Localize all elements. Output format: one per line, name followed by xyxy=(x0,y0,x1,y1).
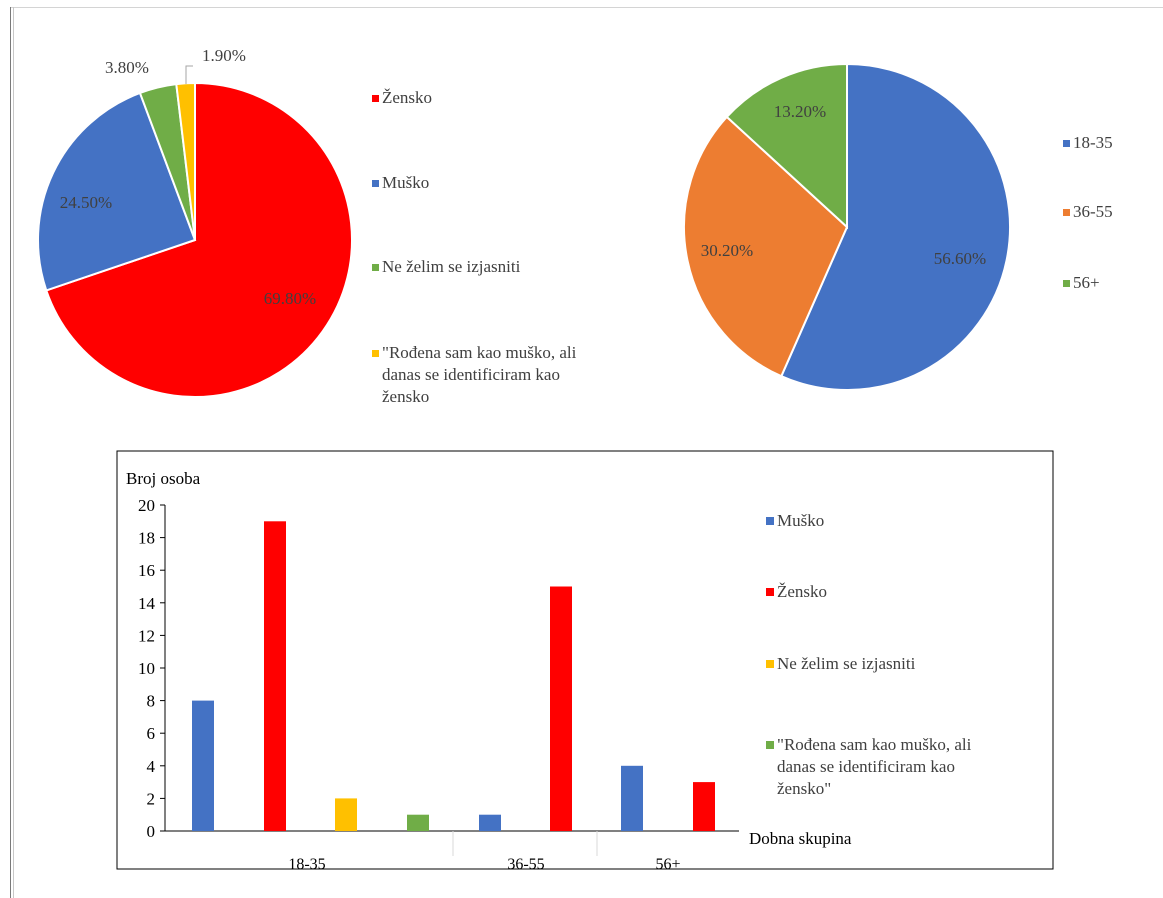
legend-marker-1 xyxy=(1063,209,1070,216)
legend-marker-0 xyxy=(372,95,379,102)
pie-data-label-3: 1.90% xyxy=(202,46,246,65)
category-label-2: 56+ xyxy=(655,856,680,873)
legend-marker-3 xyxy=(766,741,774,749)
legend-label-2-line-0: Ne želim se izjasniti xyxy=(382,257,521,276)
leader-line xyxy=(185,65,193,84)
bar-1-1 xyxy=(550,586,572,831)
legend-label-0-line-0: 18-35 xyxy=(1073,133,1113,152)
y-tick-label-8: 16 xyxy=(138,561,155,580)
y-axis-title: Broj osoba xyxy=(126,469,201,488)
bar-2-0 xyxy=(335,798,357,831)
x-axis-title: Dobna skupina xyxy=(749,829,852,848)
pie-data-label-0: 56.60% xyxy=(934,249,986,268)
legend-label-3-line-0: "Rođena sam kao muško, ali xyxy=(382,343,577,362)
legend-marker-0 xyxy=(766,517,774,525)
bar-3-0 xyxy=(407,814,429,831)
y-tick-label-1: 2 xyxy=(147,789,156,808)
age-pie-chart: 56.60% 30.20% 13.20% xyxy=(683,62,1011,391)
bar-1-0 xyxy=(264,521,286,831)
pie-data-label-1: 30.20% xyxy=(701,241,753,260)
legend-label-0-line-0: Muško xyxy=(777,511,824,530)
bar-0-0 xyxy=(192,700,214,831)
y-tick-label-3: 6 xyxy=(147,724,156,743)
page-frame-left xyxy=(10,7,11,898)
legend-label-1-line-0: Žensko xyxy=(777,582,827,601)
legend-marker-1 xyxy=(372,180,379,187)
page-frame-left-inner xyxy=(13,7,14,898)
y-tick-label-0: 0 xyxy=(147,822,156,841)
y-tick-label-7: 14 xyxy=(138,594,156,613)
age-pie-legend: 18-35 36-55 56+ xyxy=(1063,133,1113,292)
pie-slice-0 xyxy=(45,81,353,398)
legend-marker-1 xyxy=(766,588,774,596)
pie-slice-1 xyxy=(37,91,197,292)
y-tick-label-2: 4 xyxy=(147,757,156,776)
gender-pie-legend: Žensko Muško Ne želim se izjasniti "Rođena … xyxy=(372,88,577,406)
y-tick-label-9: 18 xyxy=(138,529,155,548)
y-tick-label-6: 12 xyxy=(138,626,155,645)
legend-label-2-line-0: 56+ xyxy=(1073,273,1100,292)
pie-data-label-0: 69.80% xyxy=(264,289,316,308)
pie-slice-2 xyxy=(725,62,848,230)
legend-label-3-line-2: žensko xyxy=(382,387,429,406)
y-tick-label-10: 20 xyxy=(138,496,155,515)
bar-0-1 xyxy=(479,814,501,831)
legend-label-3-line-1: danas se identificiram kao xyxy=(382,365,560,384)
legend-marker-3 xyxy=(372,350,379,357)
pie-data-label-2: 13.20% xyxy=(774,102,826,121)
legend-label-2-line-0: Ne želim se izjasniti xyxy=(777,654,916,673)
age-gender-bar-chart: 0 2 4 6 8 10 12 14 16 18 20 Broj osoba Dobna skupina… xyxy=(126,469,852,873)
bar-chart-legend: Muško Žensko Ne želim se izjasniti "Rođena … xyxy=(766,511,972,798)
legend-marker-0 xyxy=(1063,140,1070,147)
gender-pie-chart: 69.80% 24.50% 3.80% 1.90% xyxy=(37,46,353,398)
legend-marker-2 xyxy=(372,264,379,271)
pie-slice-0 xyxy=(780,62,1011,391)
legend-label-3-line-1: danas se identificiram kao xyxy=(777,757,955,776)
legend-label-3-line-0: "Rođena sam kao muško, ali xyxy=(777,735,972,754)
pie-slice-1 xyxy=(683,115,849,378)
legend-marker-2 xyxy=(1063,280,1070,287)
category-label-0: 18-35 xyxy=(288,856,325,873)
legend-label-0-line-0: Žensko xyxy=(382,88,432,107)
pie-data-label-1: 24.50% xyxy=(60,193,112,212)
page-frame-top xyxy=(10,7,1163,8)
legend-label-1-line-0: Muško xyxy=(382,173,429,192)
bar-0-2 xyxy=(621,765,643,831)
legend-label-3-line-2: žensko" xyxy=(777,779,831,798)
legend-label-1-line-0: 36-55 xyxy=(1073,202,1113,221)
bar-chart-border xyxy=(116,450,1054,870)
y-tick-label-5: 10 xyxy=(138,659,155,678)
y-tick-label-4: 8 xyxy=(147,692,156,711)
legend-marker-2 xyxy=(766,660,774,668)
pie-data-label-2: 3.80% xyxy=(105,58,149,77)
category-label-1: 36-55 xyxy=(507,856,544,873)
bar-1-2 xyxy=(693,782,715,831)
